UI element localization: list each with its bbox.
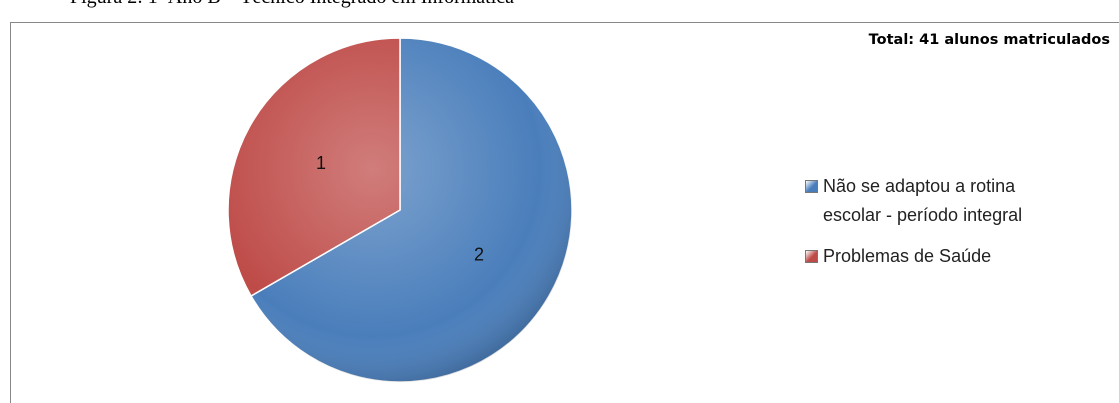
data-label: 2: [474, 244, 484, 264]
legend-item: Não se adaptou a rotina escolar - períod…: [805, 172, 1105, 230]
legend-label: Problemas de Saúde: [823, 246, 992, 266]
figure-caption: Figura 2: 1º Ano B – Técnico Integrado e…: [70, 0, 514, 9]
legend-label: Não se adaptou a rotina escolar - períod…: [823, 176, 1023, 225]
legend: Não se adaptou a rotina escolar - períod…: [805, 172, 1105, 283]
data-label: 1: [316, 153, 326, 173]
chart-title: Total: 41 alunos matriculados: [869, 32, 1110, 48]
legend-swatch: [805, 250, 818, 263]
legend-item: Problemas de Saúde: [805, 242, 1105, 271]
legend-swatch: [805, 180, 818, 193]
